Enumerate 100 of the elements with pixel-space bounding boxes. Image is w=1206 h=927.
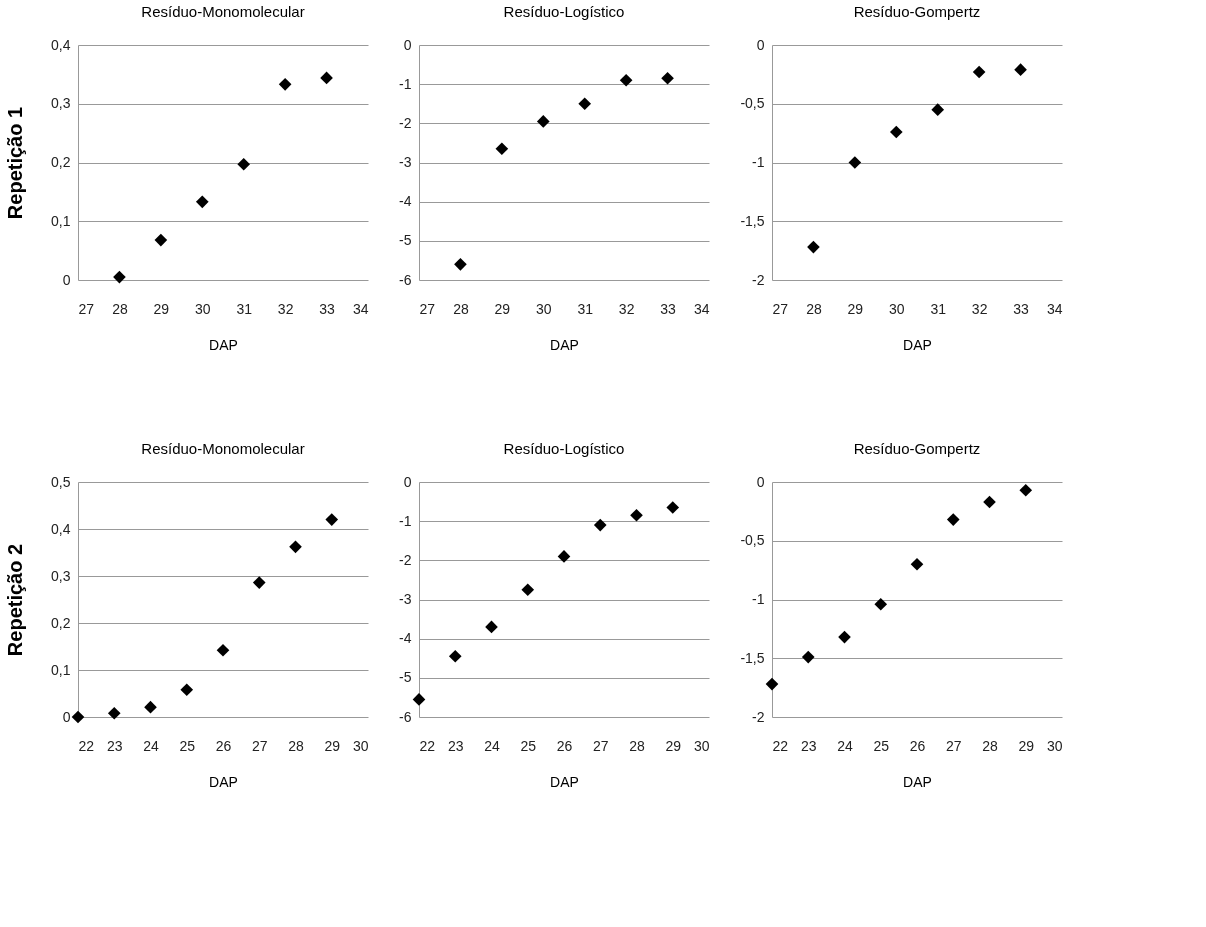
y-tick-label: -3 <box>399 154 412 170</box>
x-tick-label: 28 <box>453 300 469 317</box>
x-tick-label: 31 <box>236 300 253 317</box>
x-tick-label: 29 <box>665 737 682 754</box>
y-tick-label: -2 <box>752 271 765 288</box>
y-axis-title: Repetição 1 <box>4 106 27 220</box>
y-tick-label: 0,1 <box>51 212 71 229</box>
y-axis-title: Repetição 2 <box>4 543 27 657</box>
x-tick-label: 32 <box>618 300 635 317</box>
chart-title: Resíduo-Gompertz <box>853 3 981 20</box>
x-tick-label: 30 <box>352 737 369 754</box>
x-tick-label: 25 <box>520 737 537 754</box>
y-tick-label: 0 <box>403 36 412 53</box>
x-tick-label: 27 <box>251 737 268 754</box>
x-tick-label: 27 <box>78 300 95 317</box>
x-tick-label: 30 <box>195 300 211 317</box>
x-tick-label: 24 <box>143 737 159 754</box>
x-axis-title: DAP <box>209 773 238 790</box>
x-tick-label: 26 <box>556 737 573 754</box>
y-tick-label: 0,4 <box>51 36 71 53</box>
x-tick-label: 29 <box>847 300 864 317</box>
x-tick-label: 32 <box>277 300 294 317</box>
x-tick-label: 27 <box>772 300 789 317</box>
x-tick-label: 34 <box>1046 300 1063 317</box>
y-tick-label: 0 <box>756 36 765 53</box>
x-tick-label: 28 <box>982 737 998 754</box>
x-axis-title: DAP <box>550 773 579 790</box>
y-tick-label: -1 <box>399 75 412 92</box>
y-tick-label: 0,3 <box>51 567 71 584</box>
y-tick-label: -6 <box>399 708 412 725</box>
x-axis-title: DAP <box>550 336 579 353</box>
y-tick-label: 0,5 <box>51 473 71 490</box>
y-tick-label: -4 <box>399 630 412 647</box>
x-tick-label: 30 <box>693 737 710 754</box>
y-tick-label: -5 <box>399 232 412 249</box>
x-tick-label: 23 <box>106 737 123 754</box>
x-tick-label: 30 <box>536 300 552 317</box>
y-tick-label: 0 <box>403 473 412 490</box>
chart-title: Resíduo-Monomolecular <box>141 3 305 20</box>
x-tick-label: 29 <box>1018 737 1035 754</box>
y-tick-label: -1,5 <box>740 212 765 229</box>
x-axis-title: DAP <box>209 336 238 353</box>
y-tick-label: -1,5 <box>740 649 765 666</box>
x-tick-label: 27 <box>592 737 609 754</box>
x-tick-label: 33 <box>319 300 336 317</box>
x-tick-label: 29 <box>153 300 170 317</box>
x-tick-label: 22 <box>78 737 95 754</box>
x-tick-label: 29 <box>494 300 511 317</box>
x-tick-label: 24 <box>484 737 500 754</box>
y-tick-label: -2 <box>752 708 765 725</box>
x-tick-label: 32 <box>971 300 988 317</box>
y-tick-label: -1 <box>752 154 765 170</box>
x-tick-label: 22 <box>772 737 789 754</box>
y-tick-label: -4 <box>399 193 412 210</box>
x-axis-title: DAP <box>903 336 932 353</box>
x-tick-label: 30 <box>889 300 905 317</box>
x-tick-label: 33 <box>660 300 677 317</box>
x-tick-label: 29 <box>324 737 341 754</box>
x-tick-label: 34 <box>352 300 369 317</box>
x-tick-label: 27 <box>419 300 436 317</box>
y-tick-label: -1 <box>399 512 412 529</box>
x-tick-label: 30 <box>1046 737 1063 754</box>
y-tick-label: 0,3 <box>51 95 71 112</box>
x-tick-label: 28 <box>112 300 128 317</box>
y-tick-label: -2 <box>399 114 412 131</box>
x-tick-label: 23 <box>800 737 817 754</box>
chart-title: Resíduo-Logístico <box>503 3 625 20</box>
chart-title: Resíduo-Monomolecular <box>141 440 305 457</box>
y-tick-label: -6 <box>399 271 412 288</box>
y-tick-label: 0 <box>62 271 71 288</box>
y-tick-label: 0,2 <box>51 614 71 631</box>
y-tick-label: -3 <box>399 591 412 607</box>
chart-title: Resíduo-Logístico <box>503 440 625 457</box>
x-axis-title: DAP <box>903 773 932 790</box>
y-tick-label: -0,5 <box>740 95 765 112</box>
x-tick-label: 33 <box>1013 300 1030 317</box>
x-tick-label: 27 <box>945 737 962 754</box>
x-tick-label: 28 <box>288 737 304 754</box>
y-tick-label: -1 <box>752 591 765 607</box>
x-tick-label: 26 <box>909 737 926 754</box>
x-tick-label: 28 <box>629 737 645 754</box>
x-tick-label: 26 <box>215 737 232 754</box>
x-tick-label: 31 <box>577 300 594 317</box>
x-tick-label: 24 <box>837 737 853 754</box>
x-tick-label: 25 <box>179 737 196 754</box>
x-tick-label: 25 <box>873 737 890 754</box>
y-tick-label: 0 <box>756 473 765 490</box>
chart-title: Resíduo-Gompertz <box>853 440 981 457</box>
x-tick-label: 22 <box>419 737 436 754</box>
y-tick-label: 0,1 <box>51 661 71 678</box>
x-tick-label: 23 <box>447 737 464 754</box>
y-tick-label: 0,4 <box>51 520 71 537</box>
y-tick-label: 0 <box>62 708 71 725</box>
y-tick-label: -0,5 <box>740 532 765 549</box>
y-tick-label: 0,2 <box>51 154 71 170</box>
y-tick-label: -5 <box>399 669 412 686</box>
y-tick-label: -2 <box>399 551 412 568</box>
x-tick-label: 34 <box>693 300 710 317</box>
x-tick-label: 28 <box>806 300 822 317</box>
x-tick-label: 31 <box>930 300 947 317</box>
